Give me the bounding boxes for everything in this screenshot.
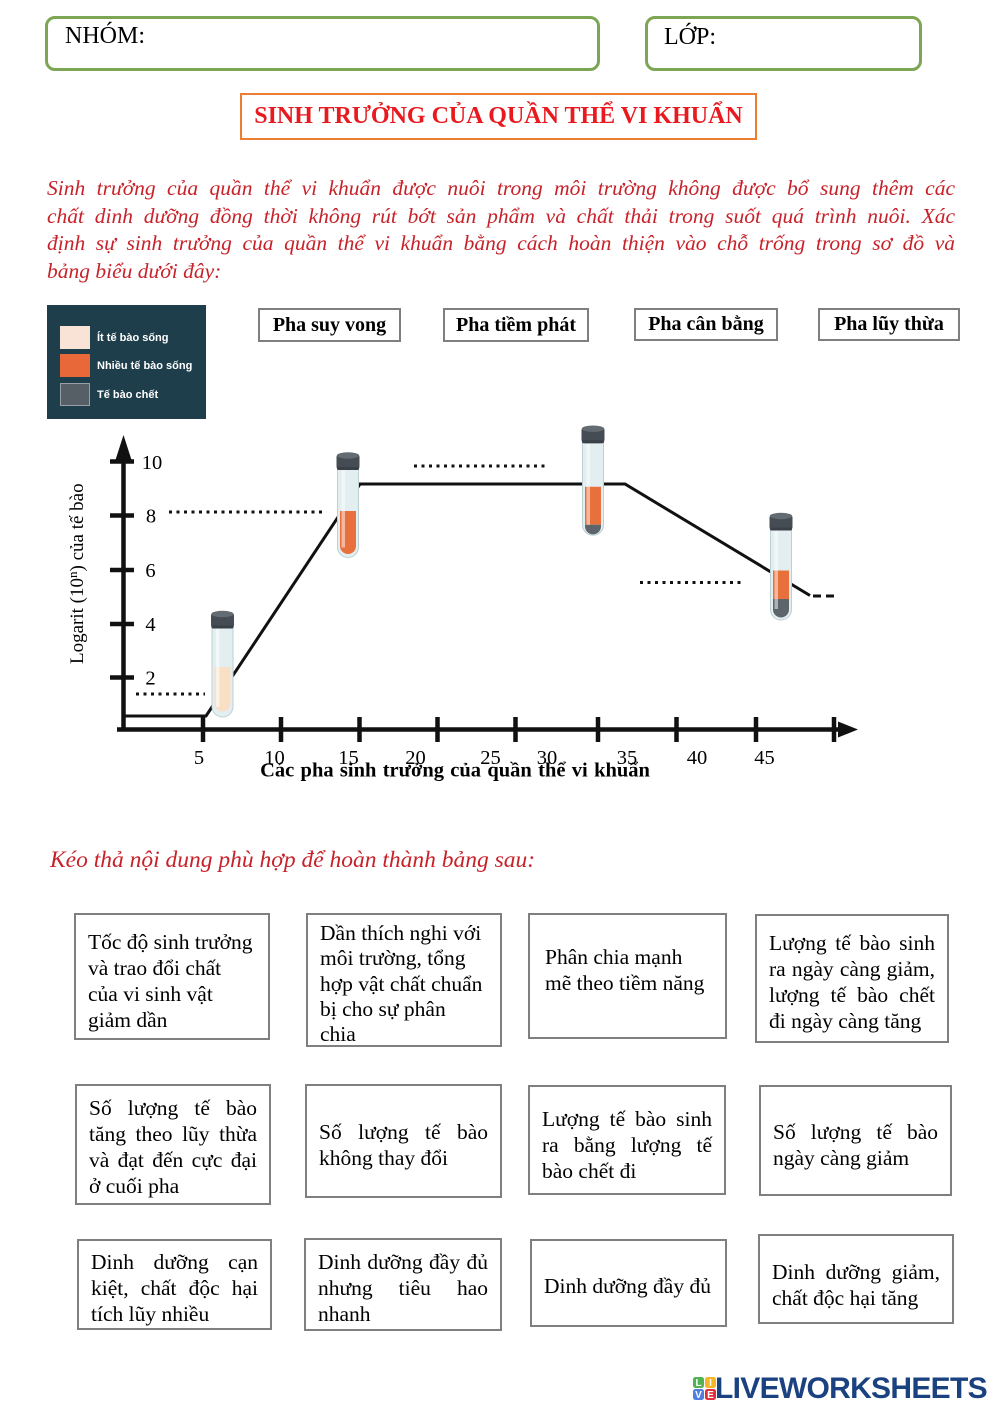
svg-text:10: 10 bbox=[142, 452, 163, 474]
svg-text:40: 40 bbox=[687, 747, 708, 769]
svg-text:5: 5 bbox=[194, 747, 204, 769]
svg-text:Logarit (10n) của tế bào: Logarit (10n) của tế bào bbox=[65, 483, 88, 664]
svg-text:15: 15 bbox=[338, 747, 359, 769]
svg-text:30: 30 bbox=[537, 747, 558, 769]
svg-text:35: 35 bbox=[617, 747, 638, 769]
svg-text:Các pha sinh trưởng của quần t: Các pha sinh trưởng của quần thể vi khuẩ… bbox=[260, 760, 650, 782]
svg-text:2: 2 bbox=[145, 668, 155, 690]
svg-text:8: 8 bbox=[146, 506, 156, 528]
svg-text:25: 25 bbox=[480, 747, 501, 769]
svg-text:45: 45 bbox=[754, 747, 775, 769]
svg-text:6: 6 bbox=[145, 560, 155, 582]
svg-text:4: 4 bbox=[145, 614, 155, 636]
svg-text:20: 20 bbox=[405, 747, 426, 769]
svg-text:10: 10 bbox=[264, 747, 285, 769]
